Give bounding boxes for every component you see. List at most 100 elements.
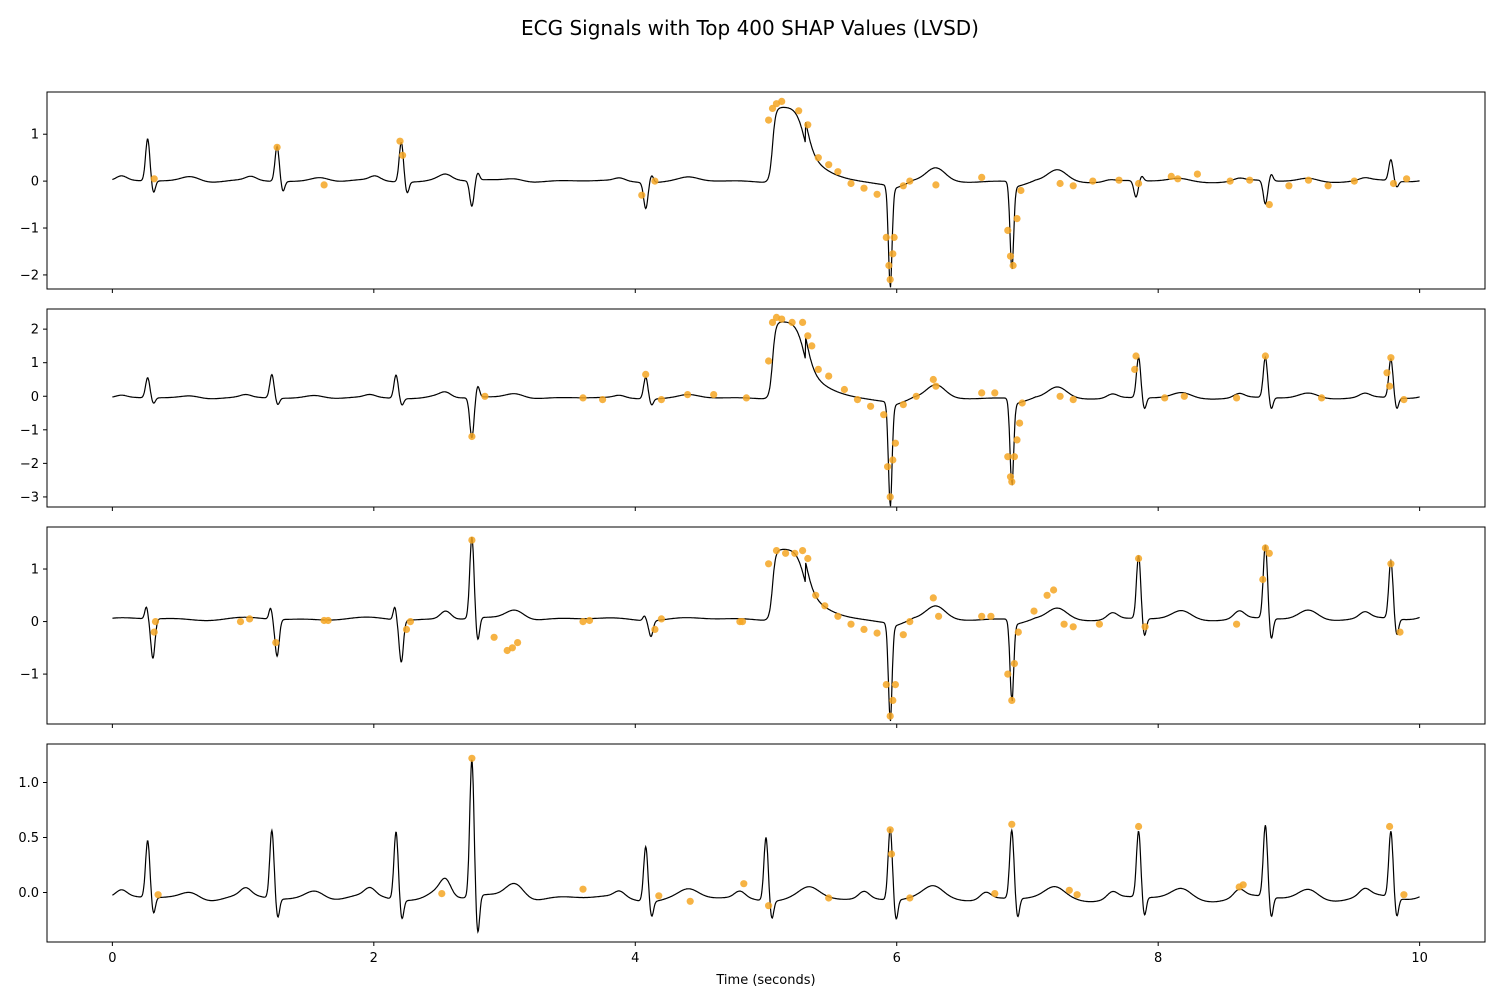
shap-point bbox=[1403, 175, 1411, 183]
x-tick-label: 6 bbox=[893, 951, 901, 966]
shap-point bbox=[814, 365, 822, 373]
shap-point bbox=[812, 591, 820, 599]
shap-point bbox=[1259, 575, 1267, 584]
ecg-signal-line bbox=[112, 106, 1420, 288]
shap-point bbox=[1073, 891, 1081, 899]
shap-point bbox=[1013, 215, 1021, 223]
shap-point bbox=[847, 179, 855, 188]
y-tick-label: −2 bbox=[20, 457, 39, 472]
shap-point bbox=[1004, 226, 1012, 234]
shap-point bbox=[887, 850, 896, 858]
shap-point bbox=[929, 375, 937, 384]
shap-point bbox=[825, 894, 833, 902]
x-tick-label: 2 bbox=[370, 951, 378, 966]
shap-point bbox=[768, 318, 777, 326]
y-tick-label: 0 bbox=[31, 390, 39, 405]
shap-point bbox=[889, 250, 897, 258]
x-axis-label: Time (seconds) bbox=[715, 973, 815, 988]
shap-point bbox=[804, 554, 812, 563]
y-tick-label: 0 bbox=[31, 615, 39, 630]
ecg-panel-2: −3 −2 −1 0 1 2 bbox=[20, 308, 1486, 511]
shap-point bbox=[1396, 628, 1404, 636]
shap-point bbox=[599, 396, 607, 404]
shap-point bbox=[840, 385, 849, 394]
shap-point bbox=[468, 432, 476, 441]
shap-point bbox=[324, 616, 332, 625]
shap-point bbox=[1400, 891, 1408, 899]
shap-point bbox=[273, 143, 281, 151]
shap-point bbox=[657, 615, 666, 623]
y-tick-label: −1 bbox=[20, 668, 39, 683]
shap-point bbox=[978, 389, 986, 397]
shap-point bbox=[765, 116, 773, 124]
shap-point bbox=[880, 411, 888, 419]
x-tick-label: 10 bbox=[1411, 951, 1428, 966]
shap-point bbox=[236, 618, 245, 626]
shap-point bbox=[651, 625, 659, 634]
y-tick-label: 0.5 bbox=[18, 831, 39, 846]
shap-point bbox=[768, 104, 777, 112]
shap-point bbox=[765, 902, 773, 910]
shap-point bbox=[1239, 881, 1247, 889]
shap-point bbox=[1095, 620, 1103, 628]
shap-point bbox=[1016, 419, 1024, 427]
shap-point bbox=[1014, 628, 1022, 636]
shap-point bbox=[1069, 396, 1077, 404]
shap-point bbox=[1383, 369, 1391, 377]
ecg-panel-3: −1 0 1 bbox=[20, 526, 1486, 728]
shap-point bbox=[1004, 453, 1012, 461]
shap-point bbox=[1010, 453, 1019, 461]
shap-point bbox=[1386, 382, 1394, 390]
shap-point bbox=[585, 616, 594, 625]
shap-point bbox=[782, 549, 790, 557]
shap-point bbox=[399, 151, 407, 159]
panel-frame bbox=[46, 91, 1486, 290]
shap-point bbox=[406, 618, 414, 626]
x-tick-label: 0 bbox=[108, 951, 116, 966]
shap-point bbox=[1135, 822, 1143, 831]
shap-point bbox=[1132, 352, 1140, 360]
shap-point bbox=[1265, 549, 1273, 557]
shap-point bbox=[1030, 607, 1038, 615]
shap-point bbox=[514, 639, 522, 647]
shap-point bbox=[1004, 670, 1012, 678]
shap-point bbox=[1246, 176, 1254, 184]
shap-point bbox=[765, 357, 773, 365]
shap-point bbox=[825, 372, 833, 380]
shap-point bbox=[710, 391, 718, 399]
ecg-signal-line bbox=[112, 321, 1420, 507]
shap-point bbox=[890, 233, 898, 241]
shap-point bbox=[1167, 172, 1175, 180]
shap-point bbox=[1060, 620, 1068, 628]
y-tick-label: 2 bbox=[31, 323, 39, 338]
shap-point bbox=[1056, 392, 1064, 400]
shap-point bbox=[1233, 394, 1241, 402]
shap-point bbox=[657, 396, 666, 404]
shap-point bbox=[1008, 820, 1016, 828]
shap-point bbox=[1065, 886, 1073, 894]
shap-point bbox=[799, 318, 807, 326]
shap-point bbox=[1141, 623, 1149, 631]
y-tick-label: 1 bbox=[31, 128, 39, 143]
shap-point bbox=[1386, 822, 1394, 831]
panel-frame bbox=[46, 743, 1486, 943]
shap-point bbox=[825, 161, 833, 169]
shap-point bbox=[320, 181, 328, 189]
shap-point bbox=[508, 644, 516, 652]
shap-point bbox=[834, 612, 842, 620]
shap-point bbox=[882, 681, 890, 689]
shap-point bbox=[1069, 623, 1077, 631]
shap-point bbox=[978, 612, 986, 620]
shap-point bbox=[860, 184, 868, 192]
y-tick-label: −1 bbox=[20, 423, 39, 438]
shap-point bbox=[987, 612, 995, 620]
shap-point bbox=[867, 402, 875, 410]
shap-point bbox=[1010, 660, 1019, 668]
shap-point bbox=[1069, 182, 1077, 190]
shap-point bbox=[1056, 179, 1064, 188]
shap-point bbox=[1050, 586, 1058, 594]
chart-title: ECG Signals with Top 400 SHAP Values (LV… bbox=[521, 16, 979, 40]
shap-point bbox=[150, 628, 158, 636]
shap-point bbox=[1017, 186, 1025, 195]
shap-point bbox=[1350, 177, 1358, 185]
